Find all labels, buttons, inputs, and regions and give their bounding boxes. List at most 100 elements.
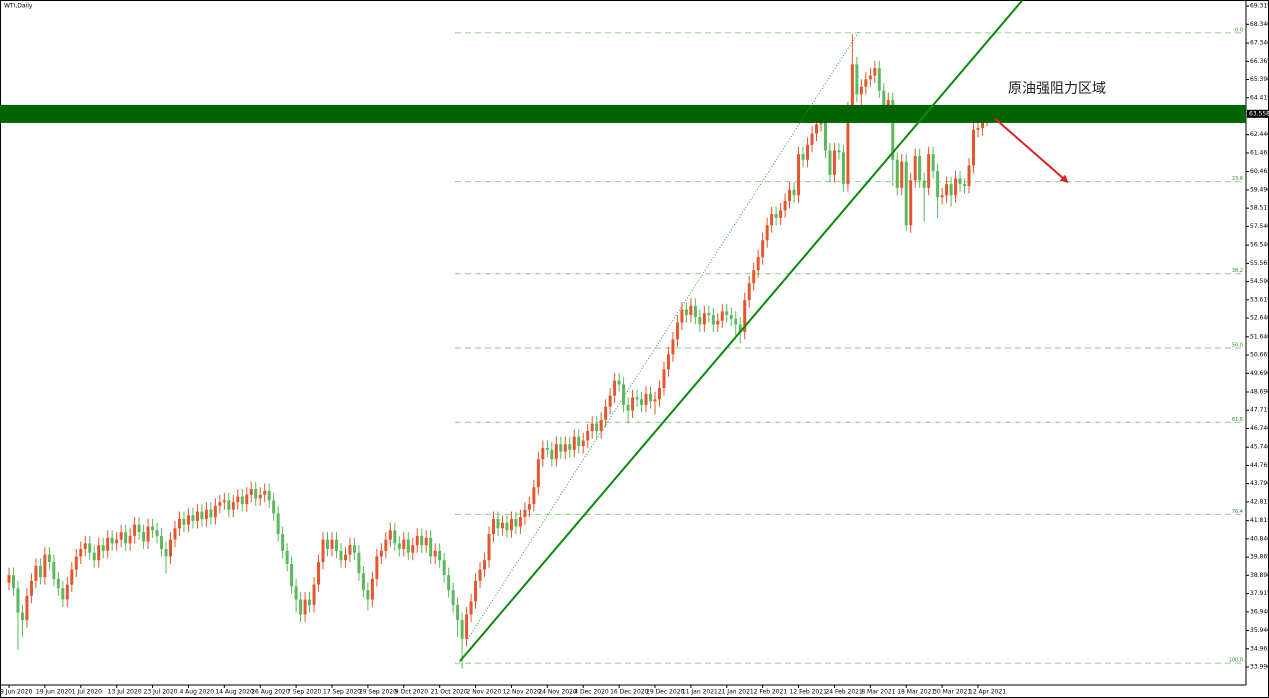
candle-body — [272, 500, 276, 514]
candle-body — [797, 154, 801, 196]
candle-body — [622, 384, 626, 405]
candle-body — [855, 64, 859, 95]
candle-body — [370, 578, 374, 600]
candle-body — [532, 487, 536, 505]
candle-body — [177, 519, 181, 529]
candle-body — [792, 189, 796, 196]
candle-body — [43, 554, 47, 578]
candle-body — [303, 599, 307, 615]
candle-body — [904, 161, 908, 226]
x-tick-label: 16 Dec 2020 — [610, 689, 649, 696]
x-tick-label: 8 Mar 2021 — [861, 689, 895, 696]
candle-body — [469, 601, 473, 615]
candle-body — [613, 380, 617, 396]
x-tick-label: 24 Nov 2020 — [538, 689, 577, 696]
x-tick-label: 12 Feb 2021 — [790, 689, 828, 696]
candle-body — [738, 324, 742, 332]
candle-body — [227, 500, 231, 510]
candle-body — [536, 459, 540, 488]
y-tick-label: 54.590 — [1250, 278, 1269, 285]
candle-body — [873, 68, 877, 76]
candle-body — [949, 184, 953, 196]
candle-body — [541, 447, 545, 460]
y-tick-label: 46.740 — [1250, 425, 1269, 432]
candle-body — [909, 180, 913, 226]
candle-body — [702, 313, 706, 325]
candle-body — [967, 165, 971, 186]
fib-label: 76.4 — [1232, 509, 1243, 515]
x-tick-label: 29 Dec 2020 — [646, 689, 685, 696]
candle-body — [581, 440, 585, 447]
x-tick-label: 23 Jul 2020 — [144, 689, 178, 696]
candle-body — [231, 502, 235, 510]
candle-body — [770, 214, 774, 226]
candle-body — [92, 552, 96, 561]
y-tick-label: 68.340 — [1250, 21, 1269, 28]
candle-body — [124, 532, 128, 544]
x-tick-label: 17 Sep 2020 — [323, 689, 361, 696]
candle-body — [684, 309, 688, 316]
candle-body — [631, 397, 635, 411]
candle-body — [330, 539, 334, 549]
candle-body — [424, 537, 428, 546]
candle-body — [689, 305, 693, 316]
candle-body — [806, 144, 810, 160]
candle-body — [97, 545, 101, 561]
candle-body — [379, 550, 383, 557]
y-tick-label: 40.840 — [1250, 535, 1269, 542]
y-tick-label: 37.915 — [1250, 590, 1269, 597]
candle-body — [34, 565, 38, 581]
candle-body — [527, 504, 531, 510]
candle-body — [963, 184, 967, 186]
candle-body — [254, 489, 258, 499]
candle-body — [734, 318, 738, 325]
candle-body — [604, 406, 608, 420]
candle-body — [568, 444, 572, 450]
x-tick-label: 21 Jan 2021 — [718, 689, 754, 696]
y-tick-label: 34.965 — [1250, 645, 1269, 652]
candle-body — [249, 489, 253, 495]
x-tick-label: 9 Oct 2020 — [395, 689, 428, 696]
candle-body — [572, 436, 576, 450]
candle-body — [698, 316, 702, 325]
candle-body — [447, 575, 451, 591]
candle-body — [505, 522, 509, 531]
candle-body — [819, 122, 823, 125]
candle-body — [832, 150, 836, 175]
y-tick-label: 60.465 — [1250, 168, 1269, 175]
candle-body — [492, 519, 495, 535]
candle-body — [940, 195, 944, 198]
candle-body — [79, 548, 83, 557]
candle-body — [922, 180, 926, 188]
candle-body — [850, 64, 854, 110]
x-tick-label: 26 Aug 2020 — [251, 689, 290, 696]
candle-body — [518, 517, 522, 527]
y-tick-label: 62.440 — [1250, 131, 1269, 138]
candle-body — [119, 532, 123, 540]
candle-body — [433, 550, 437, 557]
candle-body — [729, 315, 733, 319]
candle-body — [662, 369, 666, 389]
candle-body — [160, 535, 164, 549]
candle-body — [716, 320, 720, 325]
arrow — [994, 117, 1069, 183]
y-tick-label: 33.990 — [1250, 664, 1269, 671]
candle-body — [110, 537, 114, 544]
candle-body — [509, 519, 513, 531]
candle-body — [927, 154, 931, 188]
y-tick-label: 64.415 — [1250, 94, 1269, 101]
candle-body — [886, 99, 890, 106]
y-tick-label: 38.890 — [1250, 572, 1269, 579]
last-price-label: 63.558 — [1249, 110, 1269, 117]
candle-body — [788, 189, 792, 201]
candle-body — [635, 397, 639, 400]
y-tick-label: 51.640 — [1250, 333, 1269, 340]
candle-body — [191, 515, 195, 521]
candle-body — [877, 68, 881, 91]
candle-body — [352, 545, 356, 553]
y-tick-label: 42.815 — [1250, 498, 1269, 505]
y-tick-label: 67.340 — [1250, 40, 1269, 47]
x-tick-label: 11 Jan 2021 — [682, 689, 718, 696]
candle-body — [882, 90, 886, 106]
